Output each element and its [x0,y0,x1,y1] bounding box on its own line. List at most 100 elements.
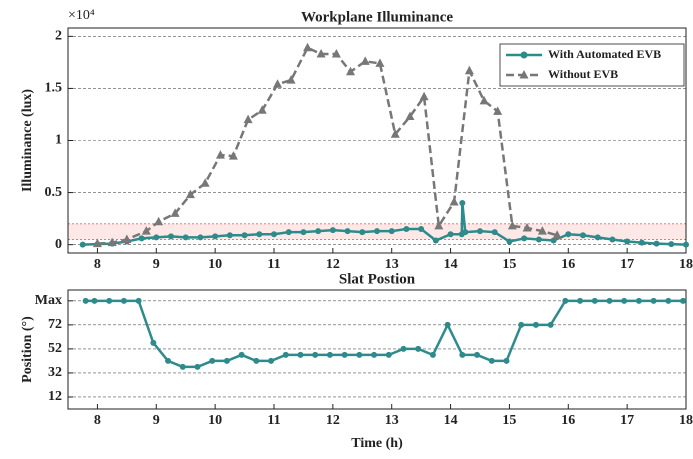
point [665,297,672,304]
point [268,357,275,364]
legend-label: Without EVB [548,67,618,81]
point [565,231,572,238]
series-line [97,46,558,245]
point [360,56,370,65]
x-tick-label: 14 [444,413,458,428]
point [390,129,400,138]
x-tick-label: 18 [679,413,693,428]
point [479,95,489,105]
x-tick-label: 12 [326,413,340,428]
point [344,228,351,235]
point [170,208,180,217]
point [522,223,532,232]
x-tick-label: 16 [561,257,575,272]
x-tick-label: 9 [153,257,160,272]
point [432,237,439,244]
point [341,351,348,358]
point [92,238,102,248]
y-tick-label: 1 [55,133,62,148]
point [521,235,528,242]
point [375,58,385,67]
x-tick-label: 11 [267,257,280,272]
point [223,357,230,364]
point [550,237,557,244]
x-tick-label: 15 [502,413,516,428]
y-axis-label: Position (°) [20,316,35,383]
point [359,229,366,236]
point [418,226,425,233]
point [506,238,513,245]
point [329,227,336,234]
point [138,235,145,242]
chart-title: Slat Postion [339,271,416,287]
point [518,321,525,328]
point [326,351,333,358]
point [282,351,289,358]
x-tick-label: 13 [385,257,399,272]
point [552,230,562,239]
x-tick-label: 12 [326,257,340,272]
point [243,114,253,124]
y-tick-label: 1.5 [45,81,63,96]
point [405,111,415,121]
x-tick-label: 17 [620,257,634,272]
point [256,231,263,238]
y-multiplier: ×10⁴ [68,8,95,23]
point [462,229,469,236]
point [638,239,645,246]
point [535,236,542,243]
point [182,234,189,241]
point [226,232,233,239]
y-tick-label: 0.5 [45,185,63,200]
point [580,232,586,239]
point [415,345,422,352]
point [168,233,174,240]
x-tick-label: 14 [444,257,458,272]
point [91,297,98,304]
point [315,228,322,235]
point [150,339,157,346]
point [591,297,598,304]
legend-label: With Automated EVB [548,47,661,61]
point [285,229,292,236]
x-tick-label: 8 [94,413,101,428]
point [577,297,584,304]
point [253,357,260,364]
point [312,351,319,358]
x-tick-label: 10 [208,257,222,272]
point [388,228,395,235]
point [449,196,459,206]
point [271,231,277,238]
point [154,216,164,226]
point [212,233,219,240]
point [194,363,201,370]
y-tick-label: 32 [48,365,62,380]
point [197,234,204,241]
point [650,297,657,304]
point [429,351,436,358]
point [346,66,356,76]
point [419,91,429,101]
point [503,357,510,364]
point [165,357,172,364]
point [153,234,160,241]
legend-marker [519,70,529,79]
point [215,150,225,159]
y-tick-label: Max [35,293,62,308]
point [303,42,313,52]
point [228,151,238,160]
point [200,178,210,187]
point [683,241,689,248]
point [668,241,675,248]
point [537,226,547,235]
point [79,241,86,248]
point [122,234,132,243]
point [477,228,483,235]
point [488,357,495,364]
point [400,345,407,352]
point [241,232,248,239]
point [209,357,216,364]
x-tick-label: 18 [679,257,693,272]
point [135,297,142,304]
